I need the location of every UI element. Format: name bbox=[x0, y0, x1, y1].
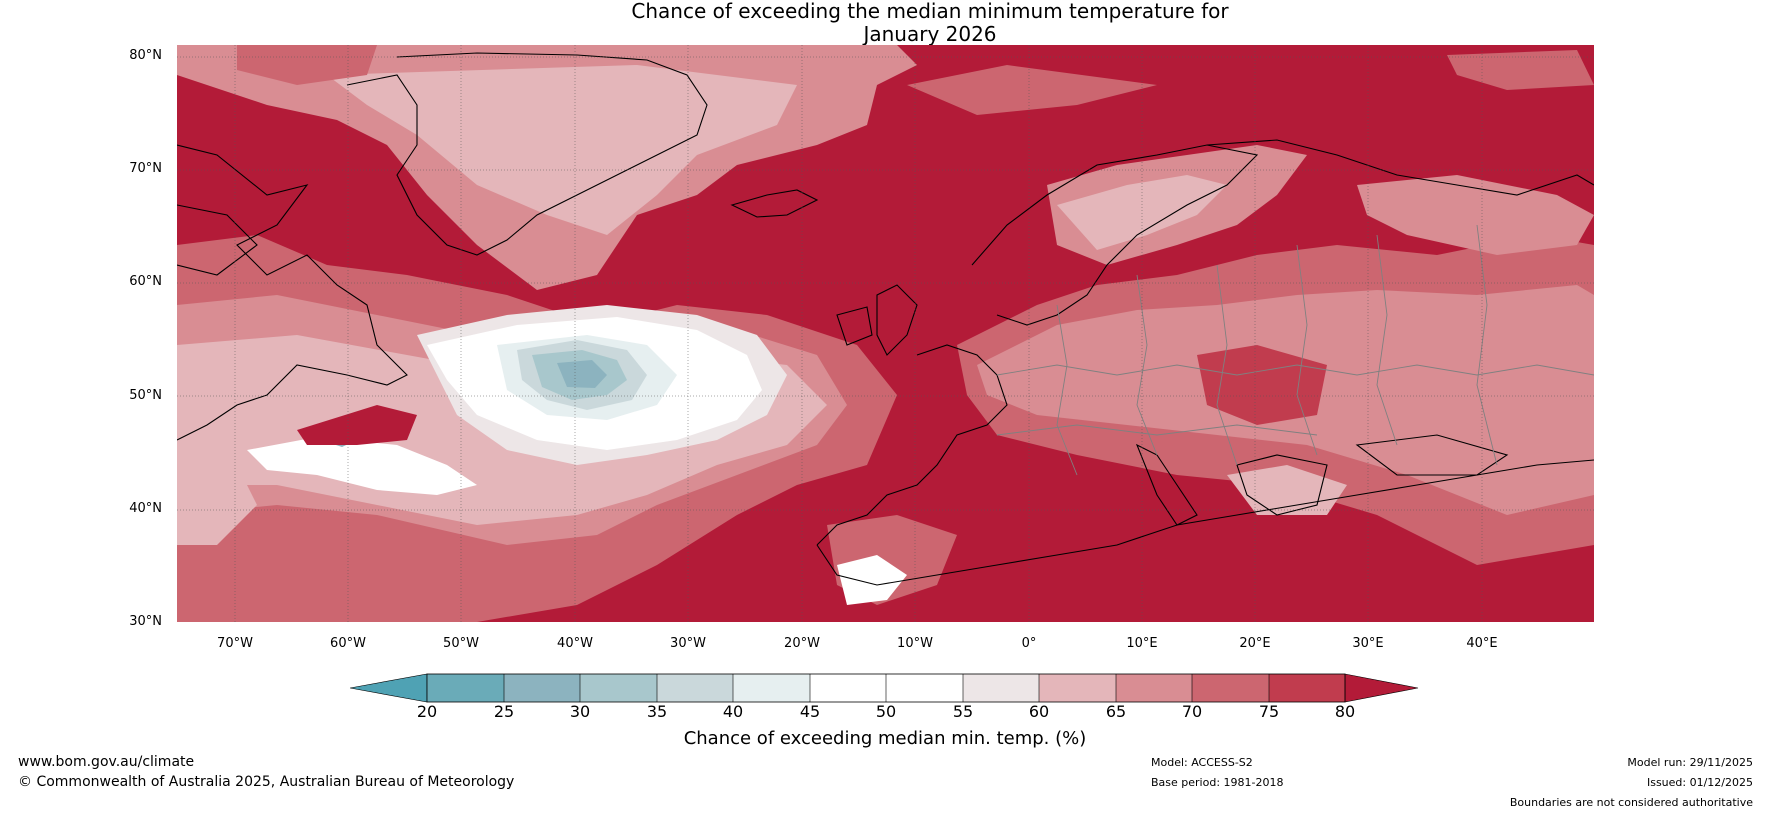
lon-label: 20°W bbox=[784, 636, 820, 651]
lat-label: 40°N bbox=[129, 501, 162, 516]
arctic-patch bbox=[237, 45, 377, 85]
colorbar-tick: 50 bbox=[875, 702, 897, 721]
colorbar-tick: 40 bbox=[722, 702, 744, 721]
lon-label: 30°E bbox=[1352, 636, 1384, 651]
colorbar-dividers bbox=[503, 674, 1270, 702]
colorbar-tick: 70 bbox=[1181, 702, 1203, 721]
lon-label: 60°W bbox=[330, 636, 366, 651]
black-sea-coast bbox=[1355, 434, 1509, 476]
colorbar-low-extension bbox=[350, 673, 428, 703]
mid-atlantic-25 bbox=[557, 360, 607, 388]
colorbar-tick: 35 bbox=[646, 702, 668, 721]
issued-date: Issued: 01/12/2025 bbox=[1646, 776, 1753, 789]
lon-label: 30°W bbox=[670, 636, 706, 651]
arctic-russia-coast bbox=[1206, 139, 1594, 196]
colorbar-65-70 bbox=[1116, 674, 1192, 702]
scandinavia-coast bbox=[971, 144, 1259, 326]
lat-label: 80°N bbox=[129, 48, 162, 63]
balkans-60 bbox=[1227, 465, 1347, 515]
colorbar-tick: 20 bbox=[416, 702, 438, 721]
us-east-coast-60 bbox=[177, 465, 257, 545]
lat-label: 70°N bbox=[129, 161, 162, 176]
title-line-1: Chance of exceeding the median minimum t… bbox=[631, 0, 1229, 23]
lon-label: 40°W bbox=[557, 636, 593, 651]
colorbar-40-45 bbox=[733, 674, 810, 702]
north-america-coast bbox=[177, 144, 408, 441]
border-line bbox=[996, 424, 1318, 436]
colorbar-25-30 bbox=[504, 674, 580, 702]
border-line bbox=[1216, 264, 1238, 466]
colorbar-20-25 bbox=[427, 674, 504, 702]
lon-label: 0° bbox=[1021, 636, 1037, 651]
coastlines bbox=[177, 52, 1594, 586]
colorbar bbox=[350, 673, 1419, 703]
labrador-coast bbox=[177, 204, 258, 276]
colorbar-tick: 75 bbox=[1258, 702, 1280, 721]
colorbar-high-extension bbox=[1344, 673, 1419, 703]
colorbar-35-40 bbox=[657, 674, 733, 702]
southern-white-band bbox=[247, 437, 477, 495]
colorbar-50-55 bbox=[886, 674, 963, 702]
north-africa-white bbox=[837, 555, 907, 605]
colorbar-55-60 bbox=[963, 674, 1039, 702]
colorbar-tick: 45 bbox=[799, 702, 821, 721]
lon-label: 40°E bbox=[1466, 636, 1498, 651]
copyright-notice: © Commonwealth of Australia 2025, Austra… bbox=[18, 774, 515, 790]
website-link[interactable]: www.bom.gov.au/climate bbox=[18, 754, 195, 770]
colorbar-tick: 60 bbox=[1028, 702, 1050, 721]
greenland-coast bbox=[346, 52, 708, 256]
border-line bbox=[1296, 244, 1318, 456]
greece-coast bbox=[1236, 454, 1328, 516]
russia-north-65 bbox=[1357, 175, 1594, 255]
border-line bbox=[1056, 304, 1078, 476]
lon-label: 70°W bbox=[217, 636, 253, 651]
border-line bbox=[996, 364, 1594, 376]
map-title: Chance of exceeding the median minimum t… bbox=[0, 0, 1770, 46]
lat-label: 60°N bbox=[129, 274, 162, 289]
colorbar-75-80 bbox=[1269, 674, 1345, 702]
colorbar-tick: 55 bbox=[952, 702, 974, 721]
colorbar-tick: 30 bbox=[569, 702, 591, 721]
lon-label: 20°E bbox=[1239, 636, 1271, 651]
iceland-coast bbox=[730, 189, 819, 218]
colorbar-30-35 bbox=[580, 674, 657, 702]
boundaries-disclaimer: Boundaries are not considered authoritat… bbox=[1509, 796, 1753, 809]
probability-map bbox=[177, 45, 1594, 622]
western-europe-coast bbox=[816, 344, 1008, 546]
arctic-patch-ne bbox=[1447, 50, 1594, 90]
colorbar-label: Chance of exceeding median min. temp. (%… bbox=[683, 728, 1087, 749]
scandinavia-60 bbox=[1057, 175, 1227, 250]
model-run: Model run: 29/11/2025 bbox=[1627, 756, 1753, 769]
southern-red-patch bbox=[297, 405, 417, 445]
lon-label: 10°E bbox=[1126, 636, 1158, 651]
british-isles-coast bbox=[876, 284, 918, 356]
model-info: Model: ACCESS-S2 bbox=[1151, 756, 1253, 769]
colorbar-tick: 80 bbox=[1334, 702, 1356, 721]
base-period: Base period: 1981-2018 bbox=[1151, 776, 1284, 789]
colorbar-70-75 bbox=[1192, 674, 1269, 702]
lat-label: 30°N bbox=[129, 614, 162, 629]
map-panel[interactable] bbox=[177, 45, 1594, 622]
graticule bbox=[177, 45, 1594, 622]
colorbar-45-50 bbox=[810, 674, 886, 702]
ireland-coast bbox=[836, 306, 873, 346]
title-line-2: January 2026 bbox=[863, 22, 997, 46]
border-line bbox=[1376, 234, 1398, 446]
arctic-patch-east bbox=[907, 65, 1157, 115]
lat-label: 50°N bbox=[129, 388, 162, 403]
colorbar-60-65 bbox=[1039, 674, 1116, 702]
lon-label: 10°W bbox=[897, 636, 933, 651]
lon-label: 50°W bbox=[443, 636, 479, 651]
greenland-core bbox=[327, 65, 797, 235]
colorbar-tick: 25 bbox=[493, 702, 515, 721]
colorbar-tick: 65 bbox=[1105, 702, 1127, 721]
